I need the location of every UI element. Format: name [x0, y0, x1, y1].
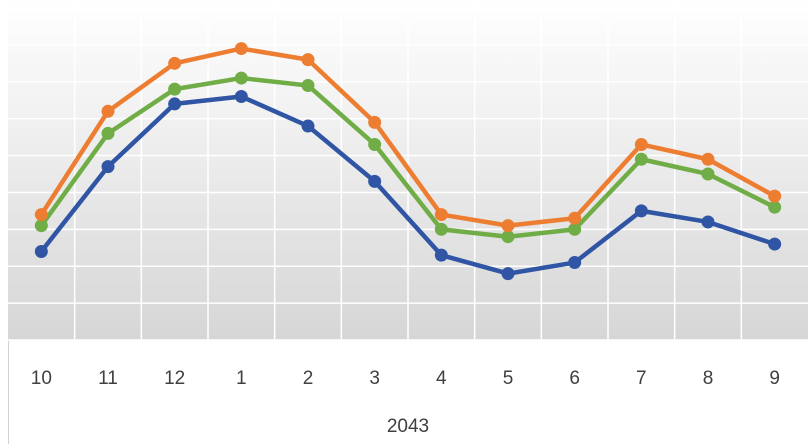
series-line [39, 94, 776, 276]
data-point [101, 160, 115, 174]
data-point [701, 167, 715, 181]
series-line [39, 75, 776, 239]
x-group-label: 2043 [387, 416, 429, 437]
data-point [168, 97, 182, 111]
data-point [501, 230, 515, 244]
data-point [34, 208, 48, 222]
x-tick-label: 4 [436, 368, 447, 389]
data-point [768, 189, 782, 203]
series-line [39, 46, 776, 228]
data-point [434, 248, 448, 262]
data-point [634, 152, 648, 166]
data-point [568, 222, 582, 236]
x-tick-label: 6 [569, 368, 580, 389]
data-point [701, 152, 715, 166]
data-point [501, 219, 515, 233]
x-tick-label: 9 [769, 368, 780, 389]
data-point [101, 126, 115, 140]
data-point [634, 137, 648, 151]
data-point [234, 71, 248, 85]
data-point [434, 208, 448, 222]
data-point [368, 115, 382, 129]
data-point [634, 204, 648, 218]
x-tick-label: 12 [164, 368, 185, 389]
data-point [34, 219, 48, 233]
data-point [234, 90, 248, 104]
data-point [701, 215, 715, 229]
data-point [768, 237, 782, 251]
data-point [501, 267, 515, 281]
data-point [301, 78, 315, 92]
x-tick-label: 2 [303, 368, 314, 389]
x-tick-label: 7 [636, 368, 647, 389]
data-point [301, 119, 315, 133]
data-point [434, 222, 448, 236]
x-tick-label: 10 [31, 368, 52, 389]
x-tick-label: 8 [703, 368, 714, 389]
data-point [568, 256, 582, 270]
data-point [168, 56, 182, 70]
x-tick-label: 1 [236, 368, 247, 389]
data-point [568, 211, 582, 225]
x-tick-label: 5 [503, 368, 514, 389]
data-point [368, 137, 382, 151]
x-tick-label: 11 [98, 368, 118, 389]
data-point [101, 104, 115, 118]
data-point [368, 174, 382, 188]
data-point [168, 82, 182, 96]
data-point [234, 42, 248, 56]
data-point [301, 53, 315, 67]
data-point [768, 200, 782, 214]
x-tick-label: 3 [369, 368, 380, 389]
data-point [34, 244, 48, 258]
